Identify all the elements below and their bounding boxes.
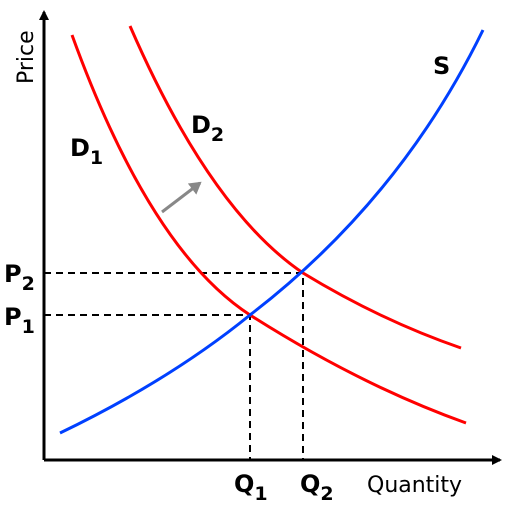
label-main: Q [234,470,254,498]
label-main: D [70,134,90,162]
shift-arrow [161,181,202,214]
demand-curve-2 [128,25,462,350]
label-main: Q [300,470,320,498]
label-sub: 1 [254,483,267,505]
guides [44,272,304,460]
y-axis-title: Price [14,30,39,84]
demand-2-label: D2 [191,111,224,146]
label-sub: 2 [22,273,35,295]
demand-curve-1 [70,34,467,425]
label-sub: 1 [90,147,103,169]
supply-curve [59,29,485,435]
price-1-label: P1 [4,303,35,338]
label-main: P [4,303,22,331]
label-sub: 2 [211,124,224,146]
label-main: P [4,260,22,288]
label-sub: 1 [22,316,35,338]
price-2-label: P2 [4,260,35,295]
guide-2 [44,272,304,460]
quantity-1-label: Q1 [234,470,268,505]
supply-label: S [433,52,450,80]
label-main: D [191,111,211,139]
label-sub: 2 [320,483,333,505]
x-axis-title: Quantity [367,473,462,498]
quantity-2-label: Q2 [300,470,334,505]
demand-1-label: D1 [70,134,103,169]
